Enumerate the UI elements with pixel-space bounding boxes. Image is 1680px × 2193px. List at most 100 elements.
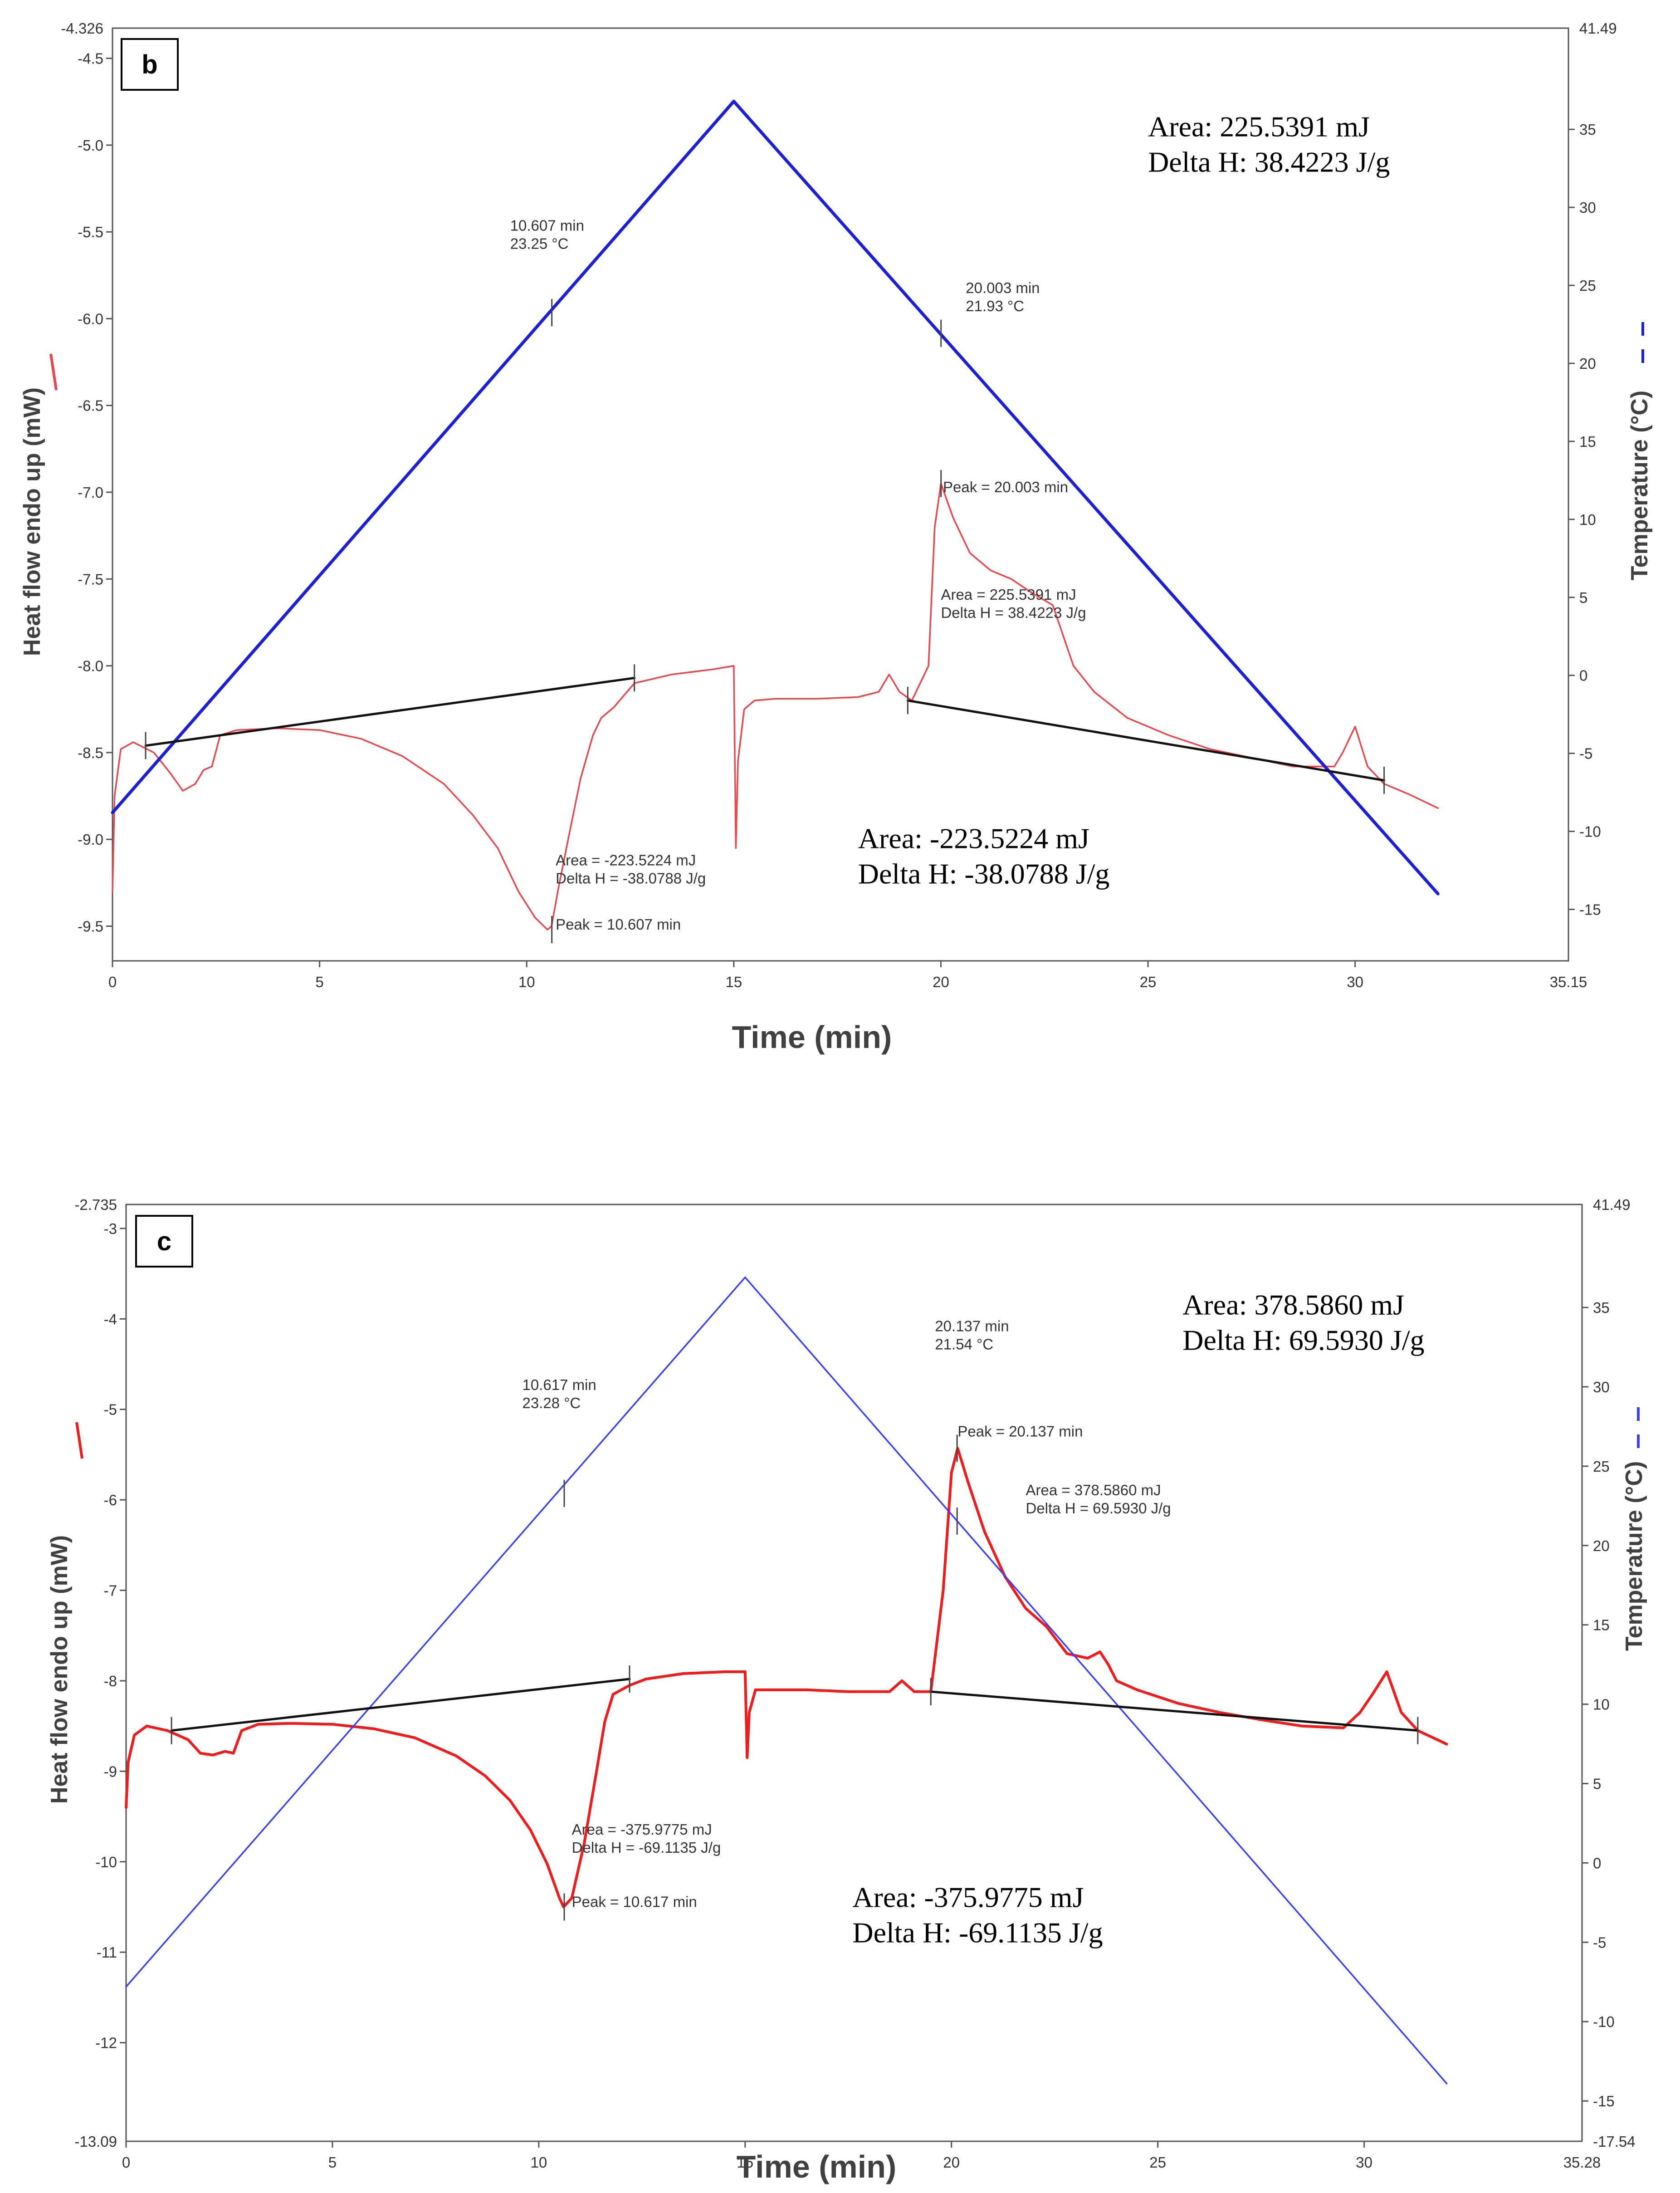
x-tick-label: 20 [943, 2154, 960, 2171]
x-tick-label: 25 [1140, 974, 1157, 990]
x-tick-label: 5 [315, 974, 323, 990]
summary-annotation-text: Delta H: -38.0788 J/g [858, 857, 1110, 890]
plot-frame [112, 27, 1569, 962]
y-tick-label: -6.5 [78, 397, 103, 414]
x-tick-label: 15 [737, 2154, 753, 2171]
y-tick-label: -10 [95, 1854, 117, 1870]
annotation-text: Delta H = -69.1135 J/g [572, 1839, 721, 1856]
y2-tick-label: 20 [1593, 1537, 1610, 1554]
y2-axis-title: Temperature (°C) [1621, 1461, 1647, 1651]
annotation-text: Area = 378.5860 mJ [1026, 1482, 1161, 1498]
y-axis-title: Heat flow endo up (mW) [46, 1535, 73, 1804]
y2-axis-bottom-label: -17.54 [1593, 2133, 1636, 2150]
series-line-baseline-endotherm [144, 676, 636, 747]
annotation-text: 21.93 °C [966, 298, 1024, 314]
annotation-text: Delta H = 69.5930 J/g [1026, 1500, 1171, 1517]
annotation-text: 23.28 °C [522, 1395, 581, 1411]
summary-annotation-text: Area: -375.9775 mJ [852, 1881, 1084, 1914]
y-tick-label: -4 [104, 1311, 117, 1327]
y-tick-label: -4.5 [78, 50, 103, 67]
y-tick-label: -6.0 [78, 310, 103, 327]
y-axis-title: Heat flow endo up (mW) [19, 387, 45, 656]
x-axis-title: Time (min) [732, 1019, 892, 1055]
annotation-text: Area = 225.5391 mJ [941, 586, 1076, 603]
summary-annotation-text: Delta H: 69.5930 J/g [1182, 1324, 1424, 1356]
y-tick-label: -3 [104, 1220, 117, 1237]
annotation-text: Peak = 20.137 min [957, 1423, 1083, 1440]
y2-tick-label: -15 [1579, 901, 1601, 918]
annotation-text: Delta H = 38.4223 J/g [941, 604, 1086, 621]
y2-tick-label: 0 [1579, 667, 1587, 684]
y2-tick-label: 30 [1593, 1379, 1610, 1395]
heat-flow-legend-swatch [49, 353, 58, 391]
x-axis-end-label: 35.28 [1563, 2154, 1601, 2171]
x-tick-label: 15 [725, 974, 742, 990]
y2-tick-label: 0 [1593, 1855, 1601, 1871]
annotation-text: 10.617 min [522, 1376, 596, 1393]
y-tick-label: -6 [104, 1492, 117, 1508]
y-tick-label: -8.0 [78, 658, 103, 675]
annotation-text: Peak = 10.617 min [572, 1894, 697, 1910]
y-tick-label: -9.5 [78, 918, 103, 935]
x-axis-end-label: 35.15 [1550, 974, 1587, 990]
y2-tick-label: -5 [1593, 1934, 1606, 1951]
annotation-text: Area = -375.9775 mJ [572, 1821, 712, 1838]
summary-annotation-text: Area: 378.5860 mJ [1182, 1288, 1404, 1321]
summary-annotation-text: Area: 225.5391 mJ [1148, 111, 1370, 143]
y-tick-label: -8.5 [78, 744, 103, 761]
y2-tick-label: 15 [1579, 433, 1596, 450]
chart-panel-c: c 0 5 10 15 20 25 30 35.28 -3 -4 -5 -6 -7 -8 -9 -10 -11 -1… [46, 1196, 1647, 2184]
series-line-baseline-exotherm [906, 699, 1386, 782]
y2-axis-top-label: 41.49 [1579, 20, 1617, 37]
y-axis-top-label: -4.326 [61, 20, 103, 37]
y2-tick-label: 10 [1579, 511, 1596, 528]
y2-tick-label: 10 [1593, 1696, 1610, 1713]
y-tick-label: -12 [95, 2035, 117, 2051]
y2-tick-label: -15 [1593, 2093, 1615, 2110]
y-tick-label: -5.5 [78, 224, 103, 240]
annotation-text: Delta H = -38.0788 J/g [556, 870, 706, 887]
y2-axis-top-label: 41.49 [1593, 1196, 1631, 1213]
panel-label-box [121, 38, 179, 91]
y2-tick-label: 15 [1593, 1617, 1610, 1634]
y2-tick-label: 25 [1579, 277, 1596, 294]
y-tick-label: -11 [97, 1944, 117, 1961]
heat-flow-legend-swatch [75, 1422, 83, 1459]
panel-label: b [142, 50, 157, 79]
y-tick-label: -5 [104, 1401, 117, 1418]
summary-annotation-text: Delta H: 38.4223 J/g [1148, 146, 1390, 178]
panel-label: c [157, 1227, 171, 1256]
annotation-text: 10.607 min [510, 217, 584, 234]
y2-tick-label: 5 [1579, 589, 1587, 606]
x-tick-label: 30 [1347, 974, 1363, 990]
plot-frame [125, 1204, 1583, 2142]
y2-tick-label: 35 [1593, 1299, 1610, 1316]
y-tick-label: -9.0 [78, 831, 103, 848]
x-tick-label: 30 [1356, 2154, 1372, 2171]
y2-axis-title: Temperature (°C) [1626, 391, 1653, 581]
annotation-text: Area = -223.5224 mJ [556, 852, 696, 869]
y2-tick-label: -10 [1579, 823, 1601, 840]
y-tick-label: -5.0 [78, 137, 103, 154]
series-line-baseline-exotherm [929, 1690, 1419, 1732]
x-tick-label: 5 [328, 2154, 337, 2171]
y2-tick-label: -5 [1579, 745, 1592, 762]
series-line-heat-flow [112, 483, 1439, 930]
annotation-text: Peak = 20.003 min [943, 479, 1068, 495]
y-tick-label: -9 [104, 1763, 117, 1780]
x-tick-label: 0 [108, 974, 117, 990]
series-line-temperature [125, 1276, 1448, 2085]
chart-panel-b: b 0 5 10 15 20 25 30 35.15 -4.5 -5.0 -5.5 -6.0 -6.5 -7… [19, 20, 1653, 1055]
y2-tick-label: 20 [1579, 355, 1596, 372]
annotation-text: 20.137 min [935, 1318, 1009, 1335]
summary-annotation-text: Delta H: -69.1135 J/g [852, 1917, 1103, 1949]
y-tick-label: -7 [104, 1582, 117, 1599]
y-axis-bottom-label: -13.09 [74, 2133, 117, 2150]
series-line-baseline-endotherm [170, 1678, 631, 1732]
y2-tick-label: -10 [1593, 2013, 1615, 2030]
x-tick-label: 20 [933, 974, 949, 990]
y2-tick-label: 30 [1579, 199, 1596, 216]
y-axis-top-label: -2.735 [74, 1196, 117, 1213]
y2-tick-label: 35 [1579, 121, 1596, 138]
